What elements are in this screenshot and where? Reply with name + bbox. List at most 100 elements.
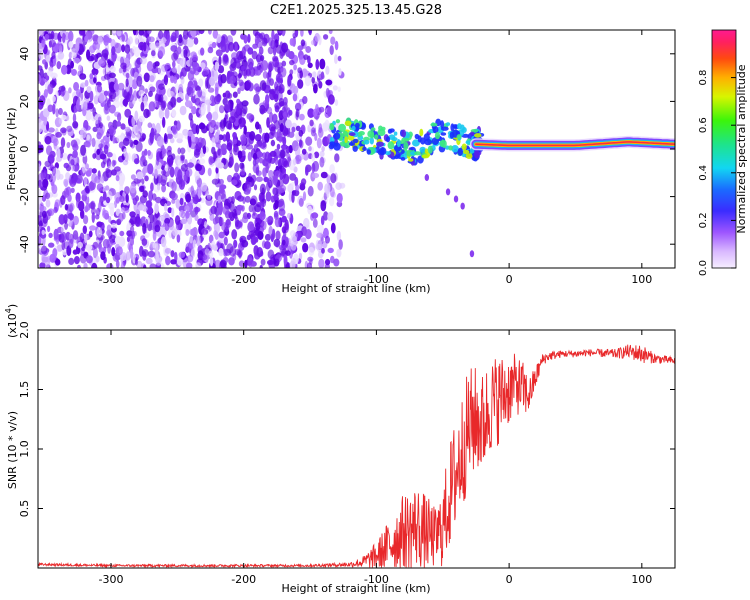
heatmap-cell: [68, 257, 75, 265]
heatmap-cell: [330, 222, 336, 234]
heatmap-cell: [242, 196, 246, 204]
heatmap-cell: [92, 241, 99, 249]
heatmap-cell: [98, 143, 104, 149]
heatmap-cell: [149, 222, 155, 231]
heatmap-cell: [311, 76, 316, 84]
heatmap-cell: [259, 201, 265, 209]
heatmap-cell: [254, 121, 260, 130]
heatmap-cell: [109, 127, 116, 136]
heatmap-cell: [158, 83, 165, 90]
heatmap-cell: [135, 125, 143, 134]
heatmap-cell: [195, 262, 202, 268]
heatmap-cell: [302, 191, 307, 201]
heatmap-cell: [201, 88, 207, 97]
heatmap-cell: [38, 73, 42, 85]
heatmap-cell: [273, 132, 280, 138]
heatmap-cell: [333, 132, 341, 140]
heatmap-cell: [125, 251, 131, 261]
heatmap-cell: [228, 257, 235, 266]
heatmap-cell: [274, 258, 280, 267]
heatmap-cell: [69, 204, 73, 213]
heatmap-cell: [68, 51, 73, 59]
heatmap-cell: [177, 64, 181, 75]
x-tick-label: -100: [364, 273, 389, 286]
heatmap-cell: [192, 239, 197, 249]
heatmap-cell: [362, 146, 367, 151]
heatmap-cell: [164, 133, 168, 143]
heatmap-cell: [104, 107, 110, 115]
heatmap-cell: [108, 202, 115, 210]
heatmap-cell: [57, 51, 65, 60]
heatmap-cell: [190, 228, 196, 237]
colorbar-tick-label: 0.2: [698, 212, 709, 228]
heatmap-cell: [140, 101, 145, 112]
heatmap-cell: [330, 173, 337, 184]
snr-panel: -300 -200 -100 0 100 0.5 1.0 1.5 2.0 Height of …: [4, 304, 676, 595]
heatmap-cell: [344, 136, 348, 144]
heatmap-cell: [85, 255, 93, 264]
heatmap-cell: [46, 70, 54, 77]
heatmap-cell: [236, 98, 241, 105]
heatmap-cell: [100, 251, 106, 261]
heatmap-cell: [89, 90, 94, 102]
heatmap-cell: [170, 96, 177, 108]
heatmap-cell: [259, 80, 267, 91]
heatmap-cell: [92, 247, 98, 259]
heatmap-cell: [275, 242, 279, 248]
heatmap-cell: [352, 145, 358, 152]
heatmap-cell: [148, 101, 156, 112]
heatmap-cell: [403, 141, 409, 150]
heatmap-cell: [207, 167, 212, 177]
heatmap-cell: [342, 130, 349, 138]
heatmap-cell: [385, 136, 391, 143]
heatmap-cell: [92, 153, 97, 159]
heatmap-cell: [143, 94, 148, 106]
heatmap-cell: [48, 39, 56, 48]
heatmap-cell: [290, 241, 297, 251]
heatmap-cell: [207, 87, 215, 93]
heatmap-cell: [116, 30, 122, 37]
heatmap-cell: [300, 39, 306, 47]
heatmap-cell: [304, 229, 312, 240]
heatmap-cell: [143, 108, 150, 119]
heatmap-cell: [111, 223, 117, 229]
heatmap-cell: [440, 132, 447, 136]
heatmap-cell: [218, 55, 222, 66]
heatmap-cell: [103, 144, 109, 155]
heatmap-cell: [427, 145, 433, 154]
heatmap-cell: [223, 236, 228, 246]
heatmap-cell: [302, 96, 308, 104]
heatmap-cell: [318, 73, 325, 80]
heatmap-cell: [450, 123, 455, 132]
heatmap-cell: [287, 75, 292, 87]
heatmap-cell: [147, 150, 152, 156]
heatmap-cell: [114, 236, 122, 245]
heatmap-cell: [219, 188, 225, 194]
heatmap-cell: [44, 135, 52, 145]
heatmap-cell: [322, 122, 329, 132]
heatmap-cell: [60, 137, 66, 148]
heatmap-cell: [75, 41, 80, 52]
y-tick-label: 0.5: [18, 500, 31, 518]
colorbar: 0.0 0.2 0.4 0.6 0.8 Normalized spectral ampl…: [698, 29, 748, 276]
heatmap-cell: [60, 225, 65, 234]
heatmap-cell: [279, 172, 284, 181]
heatmap-cell: [282, 173, 290, 185]
heatmap-cell: [144, 148, 148, 156]
heatmap-cell: [335, 182, 342, 191]
heatmap-cell: [228, 211, 233, 219]
x-tick-label: -300: [99, 273, 124, 286]
heatmap-cell: [179, 60, 184, 66]
heatmap-cell: [65, 172, 71, 180]
heatmap-cell: [252, 43, 258, 49]
heatmap-cell: [47, 104, 54, 113]
spectrogram-y-ticks: -40 -20 0 20 40: [18, 47, 675, 253]
spectrogram-y-label: Frequency (Hz): [5, 108, 18, 191]
heatmap-cell: [295, 184, 300, 191]
heatmap-cell: [79, 232, 85, 243]
heatmap-cell: [234, 248, 241, 256]
heatmap-cell: [302, 242, 309, 253]
heatmap-cell: [134, 256, 139, 266]
heatmap-cell: [72, 113, 77, 124]
heatmap-cell: [474, 133, 482, 138]
